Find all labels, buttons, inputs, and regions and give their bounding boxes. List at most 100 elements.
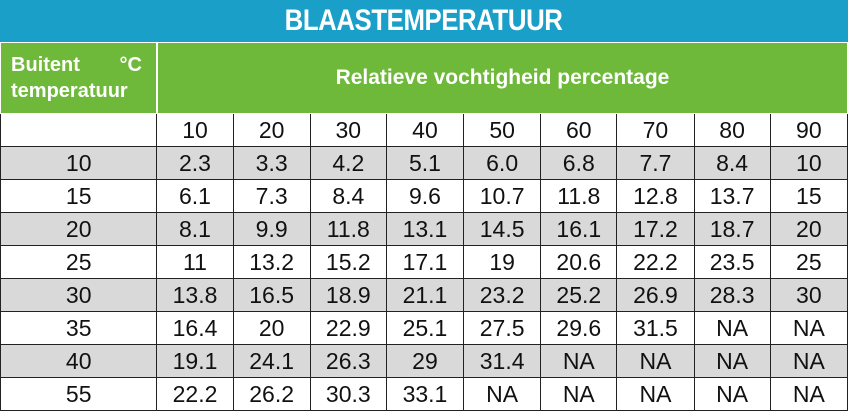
value-cell: NA: [769, 311, 848, 345]
header-row: Buitent °C temperatuur Relatieve vochtigh…: [0, 42, 848, 114]
value-cell: 2.3: [156, 146, 234, 180]
humidity-column-header: 80: [693, 113, 771, 147]
value-cell: 20.6: [540, 245, 618, 279]
value-cell: 4.2: [309, 146, 387, 180]
value-cell: NA: [616, 344, 695, 378]
value-cell: 13.1: [385, 212, 465, 246]
value-cell: 15.2: [309, 245, 387, 279]
outside-temperature-cell: 20: [0, 212, 158, 246]
value-cell: 5.1: [385, 146, 465, 180]
humidity-column-header: 70: [616, 113, 695, 147]
value-cell: 25.2: [540, 278, 618, 312]
table-row: 25 11 13.2 15.2 17.1 19 20.6 22.2 23.5 25: [0, 245, 848, 279]
value-cell: 12.8: [616, 179, 695, 213]
humidity-header: Relatieve vochtigheid percentage: [156, 42, 848, 114]
value-cell: 31.5: [616, 311, 695, 345]
value-cell: 17.1: [385, 245, 465, 279]
value-cell: 11: [156, 245, 234, 279]
value-cell: NA: [540, 377, 618, 411]
outside-temperature-cell: 25: [0, 245, 158, 279]
table-row: 10 2.3 3.3 4.2 5.1 6.0 6.8 7.7 8.4 10: [0, 146, 848, 180]
value-cell: 10: [769, 146, 848, 180]
value-cell: 26.2: [232, 377, 311, 411]
value-cell: 10.7: [463, 179, 542, 213]
table-title: BLAASTEMPERATUUR: [0, 0, 848, 42]
value-cell: 13.2: [232, 245, 311, 279]
value-cell: 25.1: [385, 311, 465, 345]
corner-cell: [0, 113, 158, 147]
value-cell: 20: [232, 311, 311, 345]
humidity-column-header: 40: [385, 113, 465, 147]
outside-temperature-cell: 15: [0, 179, 158, 213]
value-cell: 11.8: [309, 212, 387, 246]
value-cell: 6.1: [156, 179, 234, 213]
table-row: 35 16.4 20 22.9 25.1 27.5 29.6 31.5 NA NA: [0, 311, 848, 345]
value-cell: 8.4: [309, 179, 387, 213]
table-row: 40 19.1 24.1 26.3 29 31.4 NA NA NA NA: [0, 344, 848, 378]
outside-temperature-cell: 40: [0, 344, 158, 378]
value-cell: 15: [769, 179, 848, 213]
value-cell: 31.4: [463, 344, 542, 378]
table-row: 20 8.1 9.9 11.8 13.1 14.5 16.1 17.2 18.7 20: [0, 212, 848, 246]
value-cell: 7.3: [232, 179, 311, 213]
value-cell: 11.8: [540, 179, 618, 213]
value-cell: 25: [769, 245, 848, 279]
value-cell: 16.5: [232, 278, 311, 312]
table-row: 30 13.8 16.5 18.9 21.1 23.2 25.2 26.9 28.3 30: [0, 278, 848, 312]
title-text: BLAASTEMPERATUUR: [285, 4, 563, 37]
value-cell: 13.8: [156, 278, 234, 312]
table-row: 55 22.2 26.2 30.3 33.1 NA NA NA NA NA: [0, 377, 848, 411]
data-table: Buitent °C temperatuur Relatieve vochtigh…: [0, 42, 848, 411]
humidity-column-header: 20: [232, 113, 311, 147]
humidity-columns-row: 10 20 30 40 50 60 70 80 90: [0, 113, 848, 147]
value-cell: 3.3: [232, 146, 311, 180]
value-cell: NA: [616, 377, 695, 411]
value-cell: NA: [769, 344, 848, 378]
header-left-line2: temperatuur: [11, 80, 128, 102]
value-cell: 9.6: [385, 179, 465, 213]
humidity-column-header: 60: [540, 113, 618, 147]
value-cell: 21.1: [385, 278, 465, 312]
value-cell: 24.1: [232, 344, 311, 378]
value-cell: 8.4: [693, 146, 771, 180]
value-cell: 23.5: [693, 245, 771, 279]
value-cell: 22.9: [309, 311, 387, 345]
value-cell: 19: [463, 245, 542, 279]
humidity-column-header: 30: [309, 113, 387, 147]
header-left-line1-a: Buitent: [11, 54, 80, 76]
outside-temperature-cell: 10: [0, 146, 158, 180]
outside-temperature-cell: 30: [0, 278, 158, 312]
value-cell: 13.7: [693, 179, 771, 213]
value-cell: 33.1: [385, 377, 465, 411]
value-cell: 26.9: [616, 278, 695, 312]
value-cell: 20: [769, 212, 848, 246]
value-cell: NA: [463, 377, 542, 411]
outside-temperature-header: Buitent °C temperatuur: [0, 42, 158, 114]
value-cell: 26.3: [309, 344, 387, 378]
table-row: 15 6.1 7.3 8.4 9.6 10.7 11.8 12.8 13.7 15: [0, 179, 848, 213]
humidity-column-header: 10: [156, 113, 234, 147]
value-cell: 18.7: [693, 212, 771, 246]
value-cell: 16.4: [156, 311, 234, 345]
value-cell: 28.3: [693, 278, 771, 312]
value-cell: 22.2: [156, 377, 234, 411]
value-cell: NA: [693, 344, 771, 378]
value-cell: 8.1: [156, 212, 234, 246]
value-cell: 19.1: [156, 344, 234, 378]
value-cell: 27.5: [463, 311, 542, 345]
value-cell: 29.6: [540, 311, 618, 345]
value-cell: 14.5: [463, 212, 542, 246]
value-cell: 30: [769, 278, 848, 312]
value-cell: 16.1: [540, 212, 618, 246]
humidity-column-header: 50: [463, 113, 542, 147]
value-cell: NA: [693, 377, 771, 411]
value-cell: 6.8: [540, 146, 618, 180]
header-left-unit: °C: [119, 54, 142, 76]
value-cell: 17.2: [616, 212, 695, 246]
value-cell: 22.2: [616, 245, 695, 279]
value-cell: 9.9: [232, 212, 311, 246]
value-cell: 29: [385, 344, 465, 378]
value-cell: 23.2: [463, 278, 542, 312]
outside-temperature-cell: 55: [0, 377, 158, 411]
